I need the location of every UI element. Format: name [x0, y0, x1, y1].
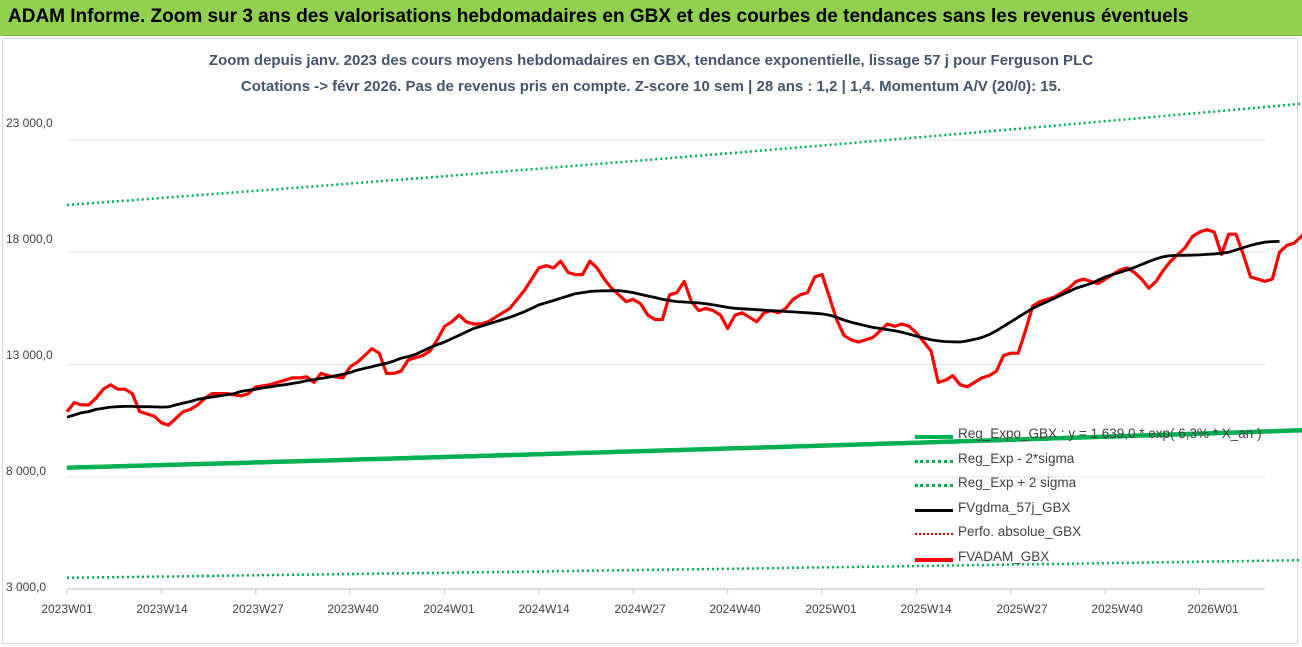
- legend-swatch-gdma: [915, 508, 953, 512]
- series-fvgdma: [66, 240, 1280, 419]
- legend-label: Reg_Expo_GBX : y = 1 639,0 * exp( 6,3% *…: [958, 426, 1262, 441]
- x-tick-label: 2025W27: [996, 602, 1048, 616]
- legend-item[interactable]: Reg_Exp + 2 sigma: [915, 475, 1275, 500]
- x-tick-label: 2024W40: [709, 602, 761, 616]
- legend-swatch-reg-minus: [915, 459, 953, 463]
- legend-swatch-adam: [915, 557, 953, 562]
- y-tick-label: 18 000,0: [6, 232, 53, 246]
- legend-item[interactable]: FVADAM_GBX: [915, 549, 1275, 574]
- legend-swatch-reg-expo: [915, 435, 953, 439]
- legend-label: Perfo. absolue_GBX: [958, 524, 1082, 539]
- x-tick-label: 2023W14: [136, 602, 188, 616]
- chart-title-line2: Cotations -> févr 2026. Pas de revenus p…: [240, 78, 1062, 95]
- x-tick-label: 2024W14: [518, 602, 570, 616]
- legend-label: FVADAM_GBX: [958, 548, 1050, 564]
- series-reg-minus-2sigma: [66, 558, 1302, 580]
- legend-item[interactable]: FVgdma_57j_GBX: [915, 500, 1275, 525]
- x-tick-label: 2023W27: [232, 602, 284, 616]
- y-tick-label: 13 000,0: [6, 348, 53, 362]
- y-tick-label: 3 000,0: [6, 580, 47, 594]
- y-tick-label: 23 000,0: [6, 116, 53, 130]
- legend-item[interactable]: Reg_Expo_GBX : y = 1 639,0 * exp( 6,3% *…: [915, 426, 1275, 451]
- series-reg-expo: [66, 428, 1302, 470]
- chart-legend: Reg_Expo_GBX : y = 1 639,0 * exp( 6,3% *…: [915, 426, 1275, 573]
- legend-swatch-perfo: [915, 533, 953, 535]
- legend-label: FVgdma_57j_GBX: [958, 499, 1071, 515]
- x-tick-label: 2024W27: [614, 602, 666, 616]
- x-tick-label: 2024W01: [423, 602, 475, 616]
- legend-item[interactable]: Perfo. absolue_GBX: [915, 524, 1275, 549]
- y-tick-label: 8 000,0: [6, 464, 47, 478]
- x-tick-label: 2026W01: [1187, 602, 1239, 616]
- chart-frame: [2, 38, 1298, 644]
- legend-item[interactable]: Reg_Exp - 2*sigma: [915, 451, 1275, 476]
- legend-label: Reg_Exp - 2*sigma: [958, 450, 1075, 466]
- x-tick-label: 2025W40: [1091, 602, 1143, 616]
- chart-title-line1: Zoom depuis janv. 2023 des cours moyens …: [208, 52, 1094, 69]
- x-tick-label: 2023W40: [327, 602, 379, 616]
- series-reg-plus-2sigma: [66, 102, 1302, 207]
- report-banner: ADAM Informe. Zoom sur 3 ans des valoris…: [0, 0, 1302, 36]
- legend-label: Reg_Exp + 2 sigma: [958, 475, 1077, 490]
- series-fvadam: [65, 228, 1302, 427]
- legend-swatch-reg-plus: [915, 484, 953, 487]
- x-tick-label: 2025W01: [805, 602, 857, 616]
- x-tick-label: 2023W01: [41, 602, 93, 616]
- report-banner-title: ADAM Informe. Zoom sur 3 ans des valoris…: [8, 6, 1189, 27]
- x-tick-label: 2025W14: [900, 602, 952, 616]
